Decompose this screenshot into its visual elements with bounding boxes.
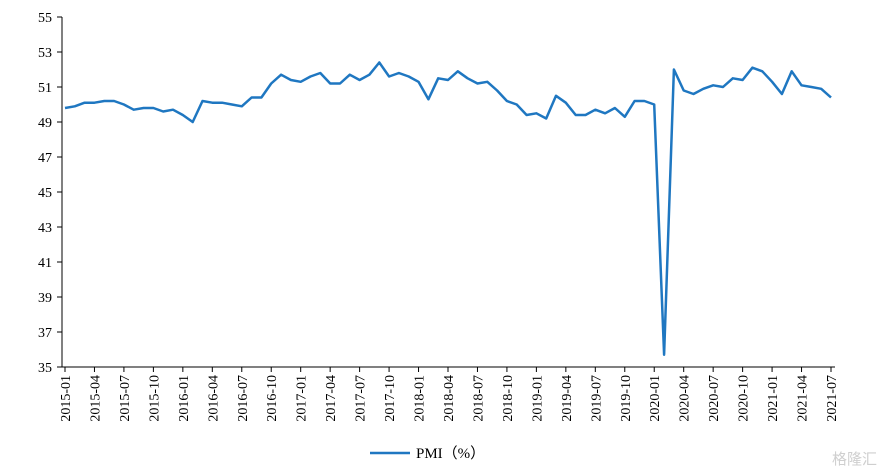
- x-tick-label: 2015-07: [118, 375, 133, 422]
- x-tick-label: 2016-04: [206, 375, 221, 422]
- x-tick-label: 2020-01: [648, 375, 663, 422]
- x-tick-label: 2017-04: [324, 375, 339, 422]
- x-tick-label: 2021-04: [796, 375, 811, 422]
- watermark: 格隆汇: [831, 450, 877, 468]
- y-tick-label: 45: [38, 186, 52, 201]
- x-tick-label: 2020-10: [737, 375, 752, 422]
- x-tick-label: 2020-07: [707, 375, 722, 422]
- y-tick-label: 39: [38, 291, 52, 306]
- y-tick-label: 37: [38, 326, 52, 341]
- x-tick-label: 2017-07: [354, 375, 369, 422]
- y-tick-label: 53: [38, 46, 52, 61]
- x-tick-label: 2021-07: [825, 375, 840, 422]
- x-tick-label: 2019-01: [530, 375, 545, 422]
- y-axis: 35 37 39 41 43 45 47 49 51 53 55: [38, 11, 63, 376]
- x-tick-label: 2016-01: [177, 375, 192, 422]
- y-tick-label: 47: [38, 151, 52, 166]
- x-tick-label: 2019-04: [560, 375, 575, 422]
- x-tick-label: 2018-01: [413, 375, 428, 422]
- x-tick-label: 2018-04: [442, 375, 457, 422]
- x-tick-label: 2016-07: [236, 375, 251, 422]
- x-axis: 2015-01 2015-04 2015-07 2015-10 2016-01 2016-…: [59, 366, 840, 422]
- x-tick-label: 2019-07: [589, 375, 604, 422]
- y-tick-label: 43: [38, 221, 52, 236]
- x-tick-label: 2019-10: [619, 375, 634, 422]
- series-layer: [64, 61, 832, 356]
- x-tick-label: 2015-01: [59, 375, 74, 422]
- x-tick-label: 2015-10: [147, 375, 162, 422]
- y-tick-label: 35: [38, 361, 52, 376]
- x-tick-label: 2017-10: [383, 375, 398, 422]
- x-tick-label: 2021-01: [766, 375, 781, 422]
- x-tick-label: 2017-01: [295, 375, 310, 422]
- x-tick-label: 2016-10: [265, 375, 280, 422]
- x-tick-label: 2015-04: [88, 375, 103, 422]
- x-tick-label: 2020-04: [678, 375, 693, 422]
- y-tick-label: 51: [38, 81, 52, 96]
- series-line-pmi: [64, 61, 832, 356]
- x-tick-label: 2018-07: [471, 375, 486, 422]
- y-tick-label: 55: [38, 11, 52, 26]
- x-tick-label: 2018-10: [501, 375, 516, 422]
- y-tick-label: 41: [38, 256, 52, 271]
- y-tick-label: 49: [38, 116, 52, 131]
- legend: PMI（%）: [370, 445, 485, 462]
- legend-label: PMI（%）: [416, 445, 485, 462]
